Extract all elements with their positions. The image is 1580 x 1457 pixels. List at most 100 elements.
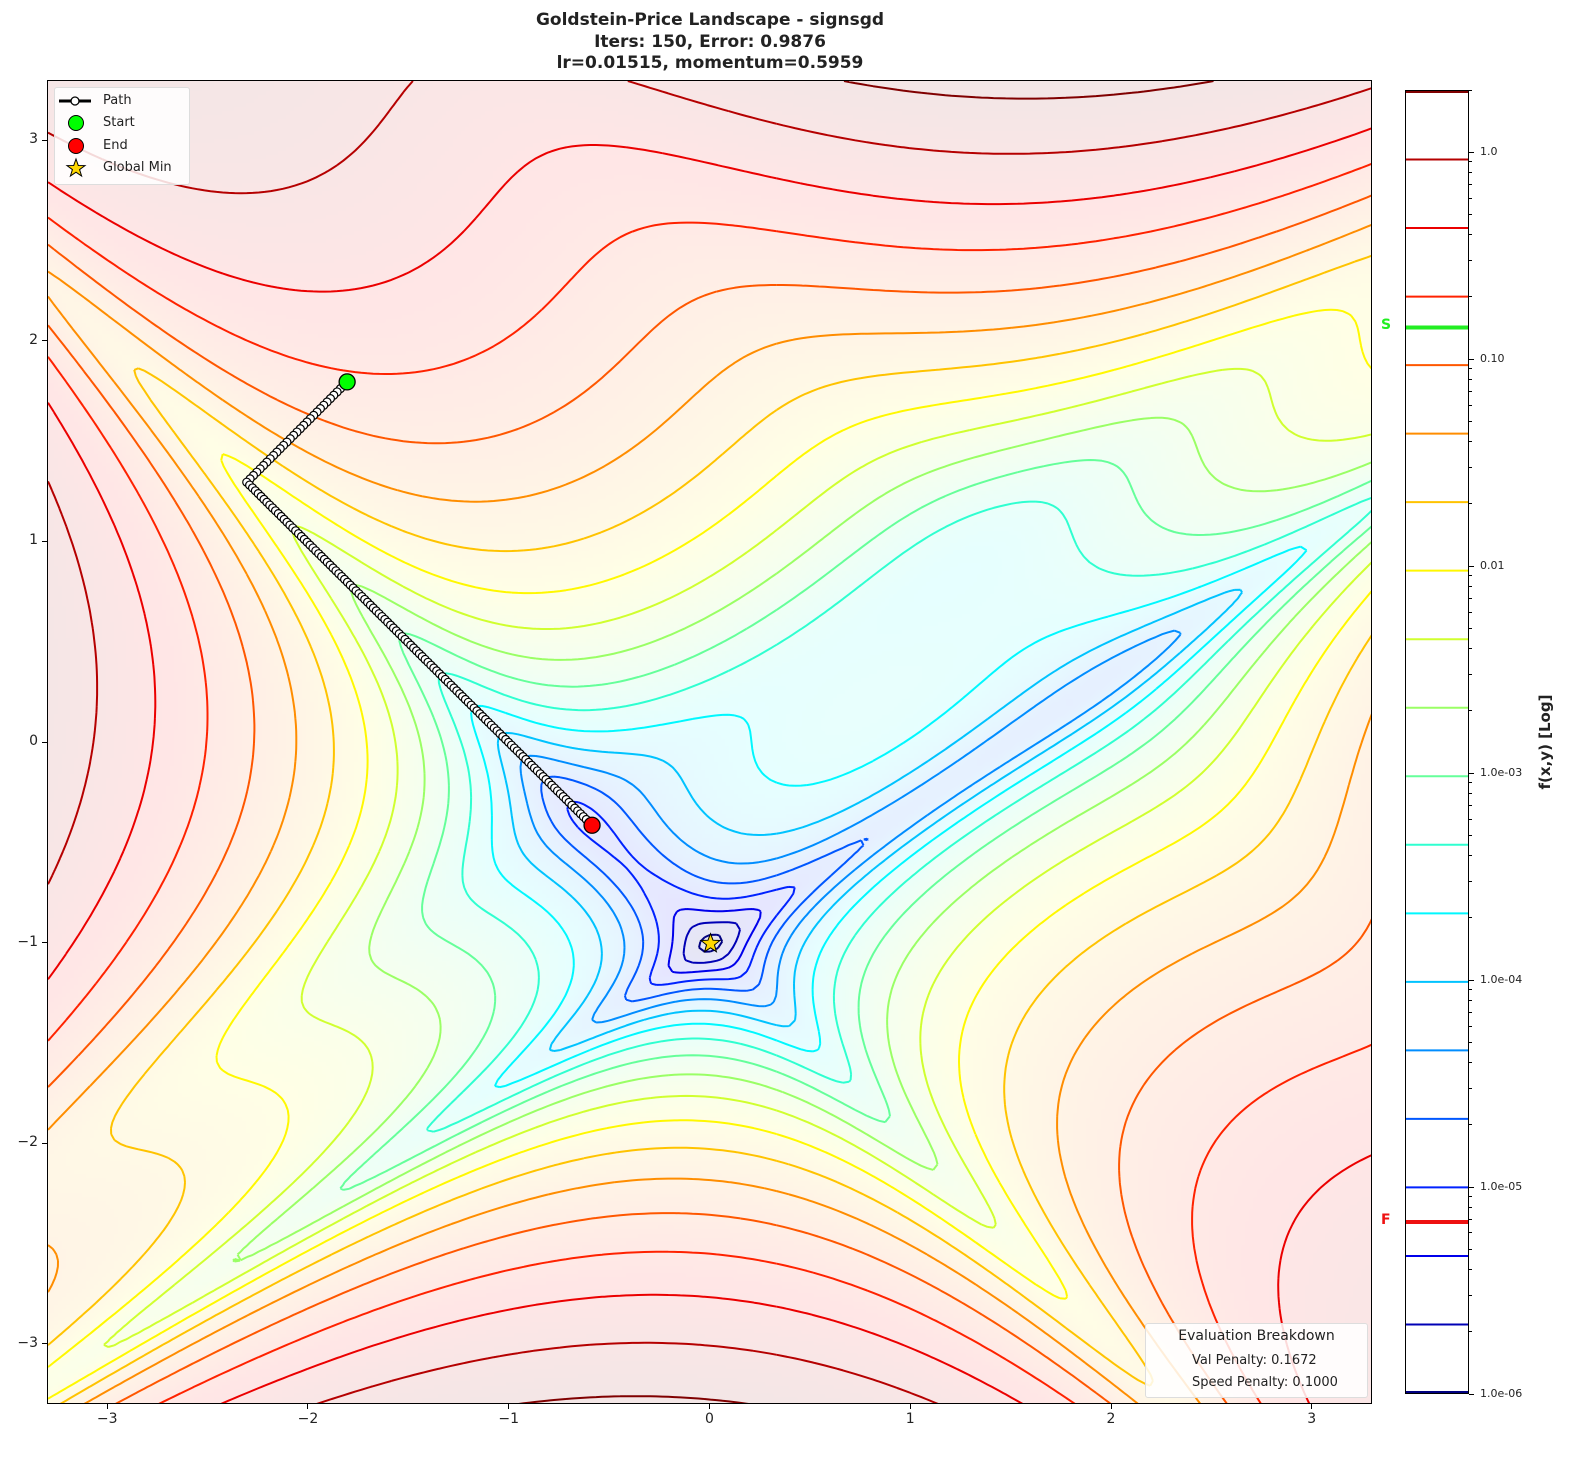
colorbar-levels (1406, 91, 1468, 1393)
colorbar-minor-tick (1469, 466, 1472, 468)
colorbar-minor-tick (1469, 421, 1472, 423)
x-tick-label: 0 (705, 1411, 714, 1427)
colorbar-minor-tick (1469, 880, 1472, 882)
y-tick-label: 0 (29, 733, 38, 749)
x-tick-mark (106, 1404, 108, 1409)
x-tick-label: 1 (905, 1411, 915, 1427)
chart-subtitle-iters: Iters: 150, Error: 0.9876 (594, 32, 826, 52)
chart-subtitle-params: lr=0.01515, momentum=0.5959 (556, 53, 864, 73)
contour-level-18 (48, 81, 1371, 1403)
colorbar-minor-tick (1469, 855, 1472, 856)
x-tick-mark (307, 1404, 309, 1409)
colorbar-minor-tick (1469, 1061, 1472, 1063)
colorbar-minor-tick (1469, 171, 1472, 173)
colorbar-minor-tick (1469, 1196, 1472, 1198)
evaluation-title: Evaluation Breakdown (1178, 1328, 1335, 1344)
x-tick-mark (508, 1404, 510, 1409)
y-tick-mark (42, 1142, 47, 1144)
contour-svg (48, 81, 1371, 1403)
y-tick-mark (42, 942, 47, 944)
colorbar-minor-tick (1469, 710, 1472, 712)
legend-path-icon (59, 96, 91, 106)
contour-level-14 (48, 224, 1371, 1403)
legend-end-label: End (103, 138, 128, 153)
colorbar-minor-tick (1469, 1124, 1472, 1126)
plot-area (47, 80, 1372, 1404)
colorbar-minor-tick (1469, 1268, 1472, 1270)
colorbar-major-tick (1469, 1186, 1474, 1188)
x-tick-label: −1 (498, 1411, 520, 1427)
colorbar-minor-tick (1469, 597, 1472, 599)
legend-globalmin-label: Global Min (103, 160, 172, 175)
colorbar-tick-label: 1.0e-04 (1480, 973, 1523, 987)
colorbar-tick-label: 1.0e-05 (1480, 1180, 1523, 1194)
colorbar-major-tick (1469, 151, 1474, 153)
colorbar-start-marker: S (1381, 317, 1392, 334)
colorbar-minor-tick (1469, 673, 1472, 675)
colorbar-minor-tick (1469, 503, 1472, 505)
y-tick-label: 2 (29, 331, 38, 348)
start-marker (338, 373, 356, 391)
contour-level-12 (48, 308, 1371, 1400)
x-tick-mark (1110, 1404, 1112, 1409)
colorbar-minor-tick (1469, 1041, 1472, 1043)
legend-symbols (59, 96, 91, 178)
colorbar-major-tick (1469, 979, 1474, 981)
contour-level-9 (339, 459, 1371, 1191)
end-marker (583, 816, 601, 834)
colorbar-tick-label: 0.01 (1480, 559, 1505, 573)
y-tick-mark (42, 540, 47, 542)
legend-star-icon (65, 157, 87, 178)
contour-level-13 (48, 254, 1371, 1403)
colorbar-minor-tick (1469, 1294, 1472, 1296)
contour-level-1 (682, 921, 741, 964)
colorbar-minor-tick (1469, 234, 1472, 236)
colorbar-minor-tick (1469, 1206, 1472, 1208)
colorbar-minor-tick (1469, 999, 1472, 1001)
colorbar-label: f(x,y) [Log] (1536, 694, 1554, 790)
contour-level-7 (470, 545, 1308, 1089)
colorbar-end-marker: F (1381, 1212, 1391, 1229)
contour-level-8 (426, 496, 1371, 1133)
colorbar-minor-tick (1469, 197, 1472, 199)
contour-level-2 (667, 908, 762, 974)
colorbar-minor-tick (1469, 1011, 1472, 1013)
contour-level-10 (232, 416, 1371, 1263)
colorbar-minor-tick (1469, 627, 1472, 629)
colorbar-minor-tick (1469, 296, 1472, 298)
colorbar-minor-tick (1469, 260, 1472, 261)
colorbar (1405, 90, 1469, 1394)
y-tick-label: −3 (17, 1334, 38, 1351)
y-tick-mark (42, 340, 47, 342)
contour-level-5 (519, 629, 1182, 1024)
x-tick-label: 2 (1106, 1411, 1116, 1427)
colorbar-minor-tick (1469, 1218, 1472, 1220)
colorbar-minor-tick (1469, 818, 1472, 820)
contour-level-4 (540, 775, 869, 1003)
colorbar-minor-tick (1469, 441, 1472, 443)
contour-level-19 (518, 81, 1214, 1403)
x-tick-label: −2 (297, 1411, 319, 1427)
x-tick-mark (709, 1404, 710, 1409)
colorbar-major-tick (1469, 565, 1474, 567)
colorbar-minor-tick (1469, 161, 1472, 163)
colorbar-minor-tick (1469, 834, 1472, 836)
colorbar-minor-tick (1469, 648, 1472, 650)
colorbar-major-tick (1469, 772, 1474, 774)
y-tick-mark (42, 139, 47, 141)
colorbar-tick-label: 1.0 (1480, 145, 1498, 159)
contour-level-6 (496, 588, 1243, 1052)
colorbar-tick-label: 1.0e-06 (1480, 1387, 1523, 1400)
colorbar-minor-tick (1469, 792, 1472, 794)
colorbar-minor-tick (1469, 378, 1472, 380)
colorbar-minor-tick (1469, 390, 1472, 392)
colorbar-minor-tick (1469, 368, 1472, 370)
colorbar-minor-tick (1469, 1248, 1472, 1250)
contour-level-17 (48, 127, 1371, 1403)
colorbar-minor-tick (1469, 1025, 1472, 1027)
global-min-star (699, 932, 722, 953)
legend: Path Start End Global Min (54, 87, 190, 185)
colorbar-minor-tick (1469, 804, 1472, 806)
y-tick-label: −1 (17, 933, 38, 950)
evaluation-box: Evaluation Breakdown Val Penalty: 0.1672… (1145, 1323, 1368, 1398)
